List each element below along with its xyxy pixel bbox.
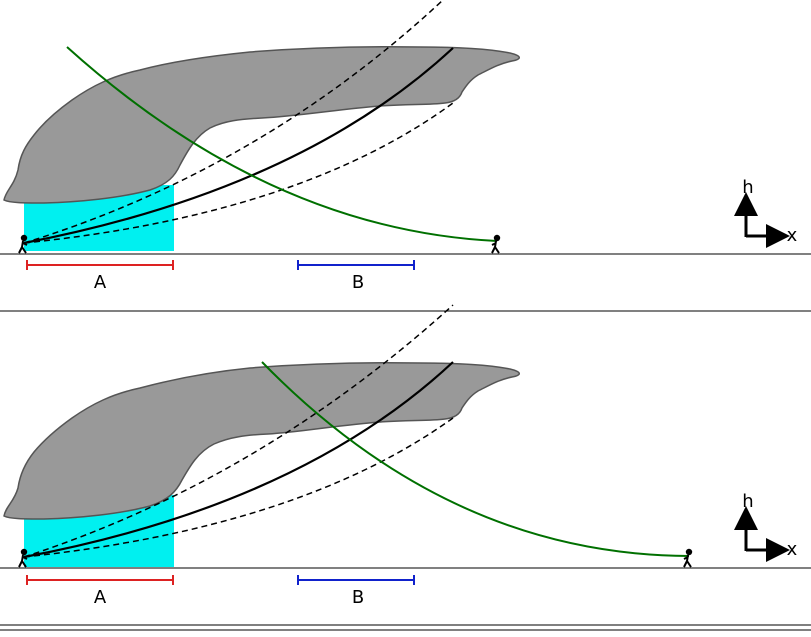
green-ray	[66, 46, 498, 242]
axis-h-label: h	[742, 491, 753, 512]
observer-icon	[18, 234, 28, 254]
dashed-ray-lower	[23, 102, 454, 244]
green-ray	[261, 361, 690, 557]
range-a-bar	[26, 260, 174, 270]
range-b-bar	[297, 260, 415, 270]
cloud-shape	[3, 362, 520, 520]
axes-icon	[734, 192, 790, 248]
range-a-label: A	[94, 587, 107, 608]
axis-x-label: x	[787, 539, 798, 560]
dashed-ray-upper	[23, 0, 444, 244]
main-ray	[23, 361, 454, 559]
axis-h-label: h	[742, 177, 753, 198]
range-b-label: B	[352, 272, 364, 293]
cloud-shape	[3, 46, 520, 204]
panel-top: A B h x	[0, 0, 811, 293]
dashed-ray-lower	[23, 417, 454, 558]
dashed-ray-upper	[23, 304, 454, 558]
axis-x-label: x	[787, 225, 798, 246]
main-ray	[23, 47, 454, 245]
panel-bottom: A B h x	[0, 304, 811, 608]
observer-icon	[683, 548, 693, 568]
range-b-label: B	[352, 587, 364, 608]
range-b-bar	[297, 575, 415, 585]
range-a-bar	[26, 575, 174, 585]
observer-icon	[491, 234, 501, 254]
observer-icon	[18, 548, 28, 568]
range-a-label: A	[94, 272, 107, 293]
axes-icon	[734, 506, 790, 562]
